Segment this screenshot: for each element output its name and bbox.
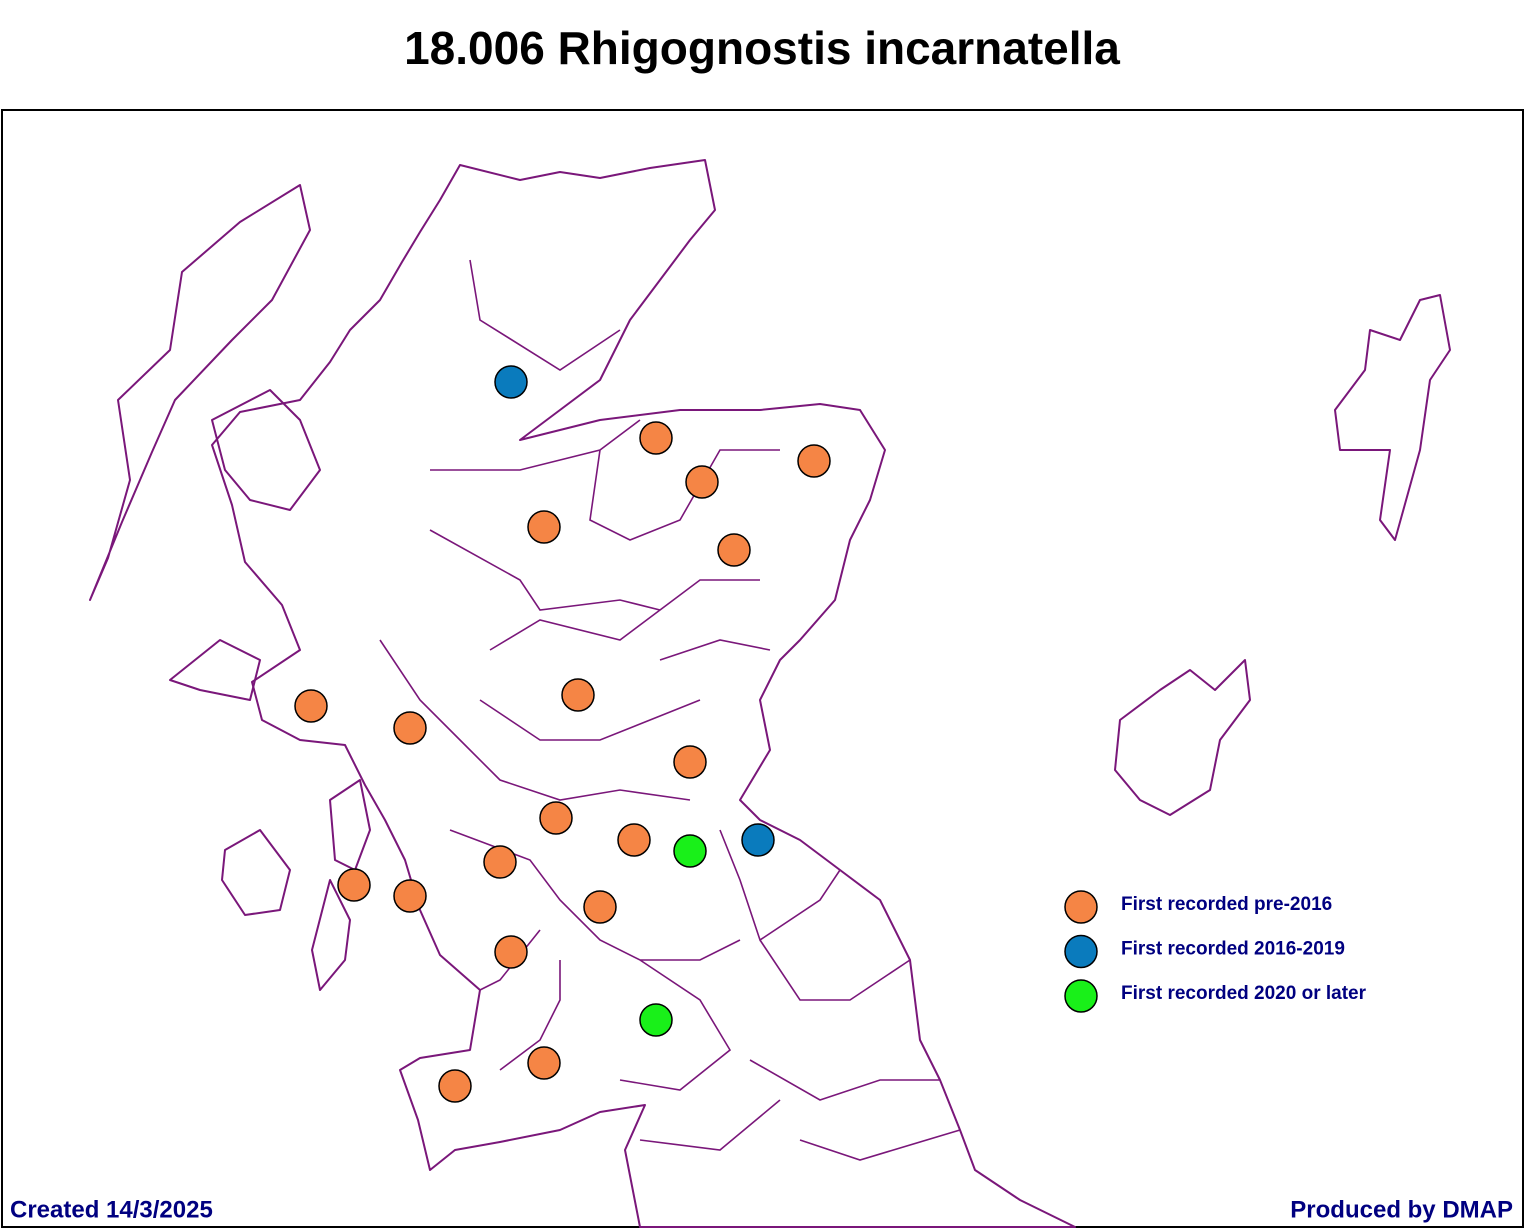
shetland [1334,294,1451,541]
mainland [211,159,1076,1228]
record-dot [717,533,751,567]
record-dot [393,879,427,913]
orkney [1114,659,1251,816]
record-dot [494,365,528,399]
producer-note: Produced by DMAP [1290,1196,1513,1223]
record-dot [393,711,427,745]
record-dot [539,801,573,835]
record-dot [561,678,595,712]
record-dot [494,935,528,969]
legend-swatch [1064,934,1098,969]
boundaries [379,259,961,1161]
legend: First recorded pre-2016 First recorded 20… [1064,890,1367,1013]
record-dot [438,1069,472,1103]
legend-label: First recorded 2020 or later [1121,983,1367,1004]
created-note: Created 14/3/2025 [10,1196,213,1223]
kintyre [311,879,351,991]
record-dot [673,834,707,868]
jura-islay [221,779,371,916]
record-dot [685,465,719,499]
title: 18.006 Rhigognostis incarnatella [404,22,1120,74]
record-dot [797,444,831,478]
legend-label: First recorded 2016-2019 [1121,939,1345,960]
skye [211,389,321,511]
mull [169,639,261,701]
legend-swatch [1064,890,1098,924]
record-dot [741,823,775,857]
record-dot [639,421,673,455]
outlines [89,159,1451,1228]
legend-swatch [1064,979,1098,1013]
legend-label: First recorded pre-2016 [1121,894,1332,915]
record-dot [617,823,651,857]
record-dot [583,890,617,924]
record-dot [527,510,561,544]
record-dot [639,1003,673,1037]
record-dot [294,689,328,723]
map-frame [1,109,1524,1228]
record-dot [483,845,517,879]
record-dot [337,868,371,902]
records [294,365,831,1103]
record-dot [527,1046,561,1080]
record-dot [673,745,707,779]
outer-hebrides [89,184,311,601]
